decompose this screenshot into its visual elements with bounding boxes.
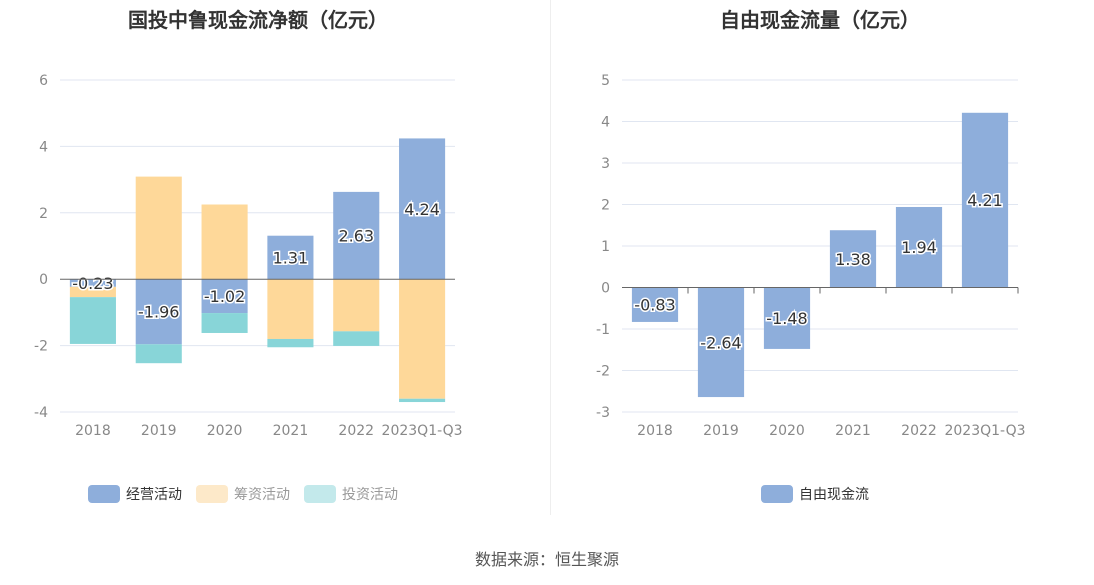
x-tick-label: 2018: [637, 423, 673, 439]
data-label: -1.48: [766, 309, 807, 328]
x-tick-label: 2019: [703, 423, 739, 439]
bar-投资活动: [399, 398, 446, 403]
legend-swatch: [196, 485, 228, 503]
bar-投资活动: [333, 331, 380, 346]
bar-自由现金流: [961, 112, 1009, 288]
y-tick-label: -2: [596, 364, 610, 380]
legend-cashflow: 经营活动 筹资活动 投资活动: [88, 484, 398, 504]
bar-经营活动: [135, 279, 182, 345]
x-tick-label: 2020: [769, 423, 805, 439]
data-label: -1.96: [138, 303, 179, 322]
y-tick-label: -3: [596, 405, 610, 421]
bar-经营活动: [333, 191, 380, 280]
bar-投资活动: [201, 313, 248, 333]
bar-经营活动: [69, 279, 116, 287]
x-tick-label: 2021: [273, 423, 309, 439]
bar-筹资活动: [399, 279, 446, 399]
x-tick-label: 2022: [338, 423, 374, 439]
bar-投资活动: [267, 338, 314, 348]
y-tick-label: 0: [601, 281, 610, 297]
data-label: 1.38: [835, 250, 871, 269]
legend-label: 投资活动: [342, 487, 398, 503]
y-tick-label: -4: [34, 405, 48, 421]
x-tick-label: 2023Q1-Q3: [944, 423, 1025, 439]
bar-自由现金流: [829, 230, 877, 288]
data-label: -2.64: [700, 333, 741, 352]
data-source: 数据来源：恒生聚源: [474, 550, 619, 569]
bar-筹资活动: [201, 204, 248, 280]
y-tick-label: 1: [601, 239, 610, 255]
bar-筹资活动: [267, 279, 314, 339]
y-tick-label: 4: [39, 139, 48, 155]
data-label: 2.63: [338, 227, 374, 246]
bar-经营活动: [399, 138, 446, 280]
bar-投资活动: [69, 297, 116, 344]
legend-label: 经营活动: [126, 487, 182, 503]
data-label: -1.02: [204, 287, 245, 306]
legend-swatch: [304, 485, 336, 503]
data-label: 1.94: [901, 238, 937, 257]
y-tick-label: 5: [601, 73, 610, 89]
data-label: 1.31: [273, 248, 309, 267]
bar-自由现金流: [763, 287, 811, 349]
bar-经营活动: [267, 235, 314, 280]
x-tick-label: 2021: [835, 423, 871, 439]
legend-label: 筹资活动: [234, 487, 290, 503]
y-tick-label: 3: [601, 156, 610, 172]
bar-筹资活动: [69, 286, 116, 298]
bar-筹资活动: [333, 279, 380, 332]
data-label: -0.83: [634, 296, 675, 315]
x-tick-label: 2019: [141, 423, 177, 439]
legend-item[interactable]: 经营活动: [88, 484, 182, 504]
legend-label: 自由现金流: [799, 487, 869, 503]
y-tick-label: 2: [39, 206, 48, 222]
y-tick-label: 2: [601, 198, 610, 214]
x-tick-label: 2022: [901, 423, 937, 439]
bar-自由现金流: [631, 287, 679, 322]
x-tick-label: 2020: [207, 423, 243, 439]
y-tick-label: -1: [596, 322, 610, 338]
data-label: 4.21: [967, 191, 1003, 210]
legend-item[interactable]: 筹资活动: [196, 484, 290, 504]
chart-title-cashflow: 国投中鲁现金流净额（亿元）: [128, 8, 388, 32]
data-label: -0.23: [72, 274, 113, 293]
legend-item[interactable]: 投资活动: [304, 484, 398, 504]
divider: [550, 0, 551, 515]
legend-item[interactable]: 自由现金流: [761, 484, 869, 504]
y-tick-label: -2: [34, 339, 48, 355]
bar-自由现金流: [697, 287, 745, 398]
bar-自由现金流: [895, 206, 943, 288]
data-label: 4.24: [404, 200, 440, 219]
x-tick-label: 2018: [75, 423, 111, 439]
bar-经营活动: [201, 279, 248, 314]
y-tick-label: 0: [39, 272, 48, 288]
bar-投资活动: [135, 344, 182, 364]
legend-swatch: [88, 485, 120, 503]
chart-title-free-cashflow: 自由现金流量（亿元）: [720, 8, 920, 32]
y-tick-label: 6: [39, 73, 48, 89]
legend-swatch: [761, 485, 793, 503]
y-tick-label: 4: [601, 115, 610, 131]
bar-筹资活动: [135, 176, 182, 280]
x-tick-label: 2023Q1-Q3: [382, 423, 463, 439]
legend-free-cashflow: 自由现金流: [761, 484, 869, 504]
